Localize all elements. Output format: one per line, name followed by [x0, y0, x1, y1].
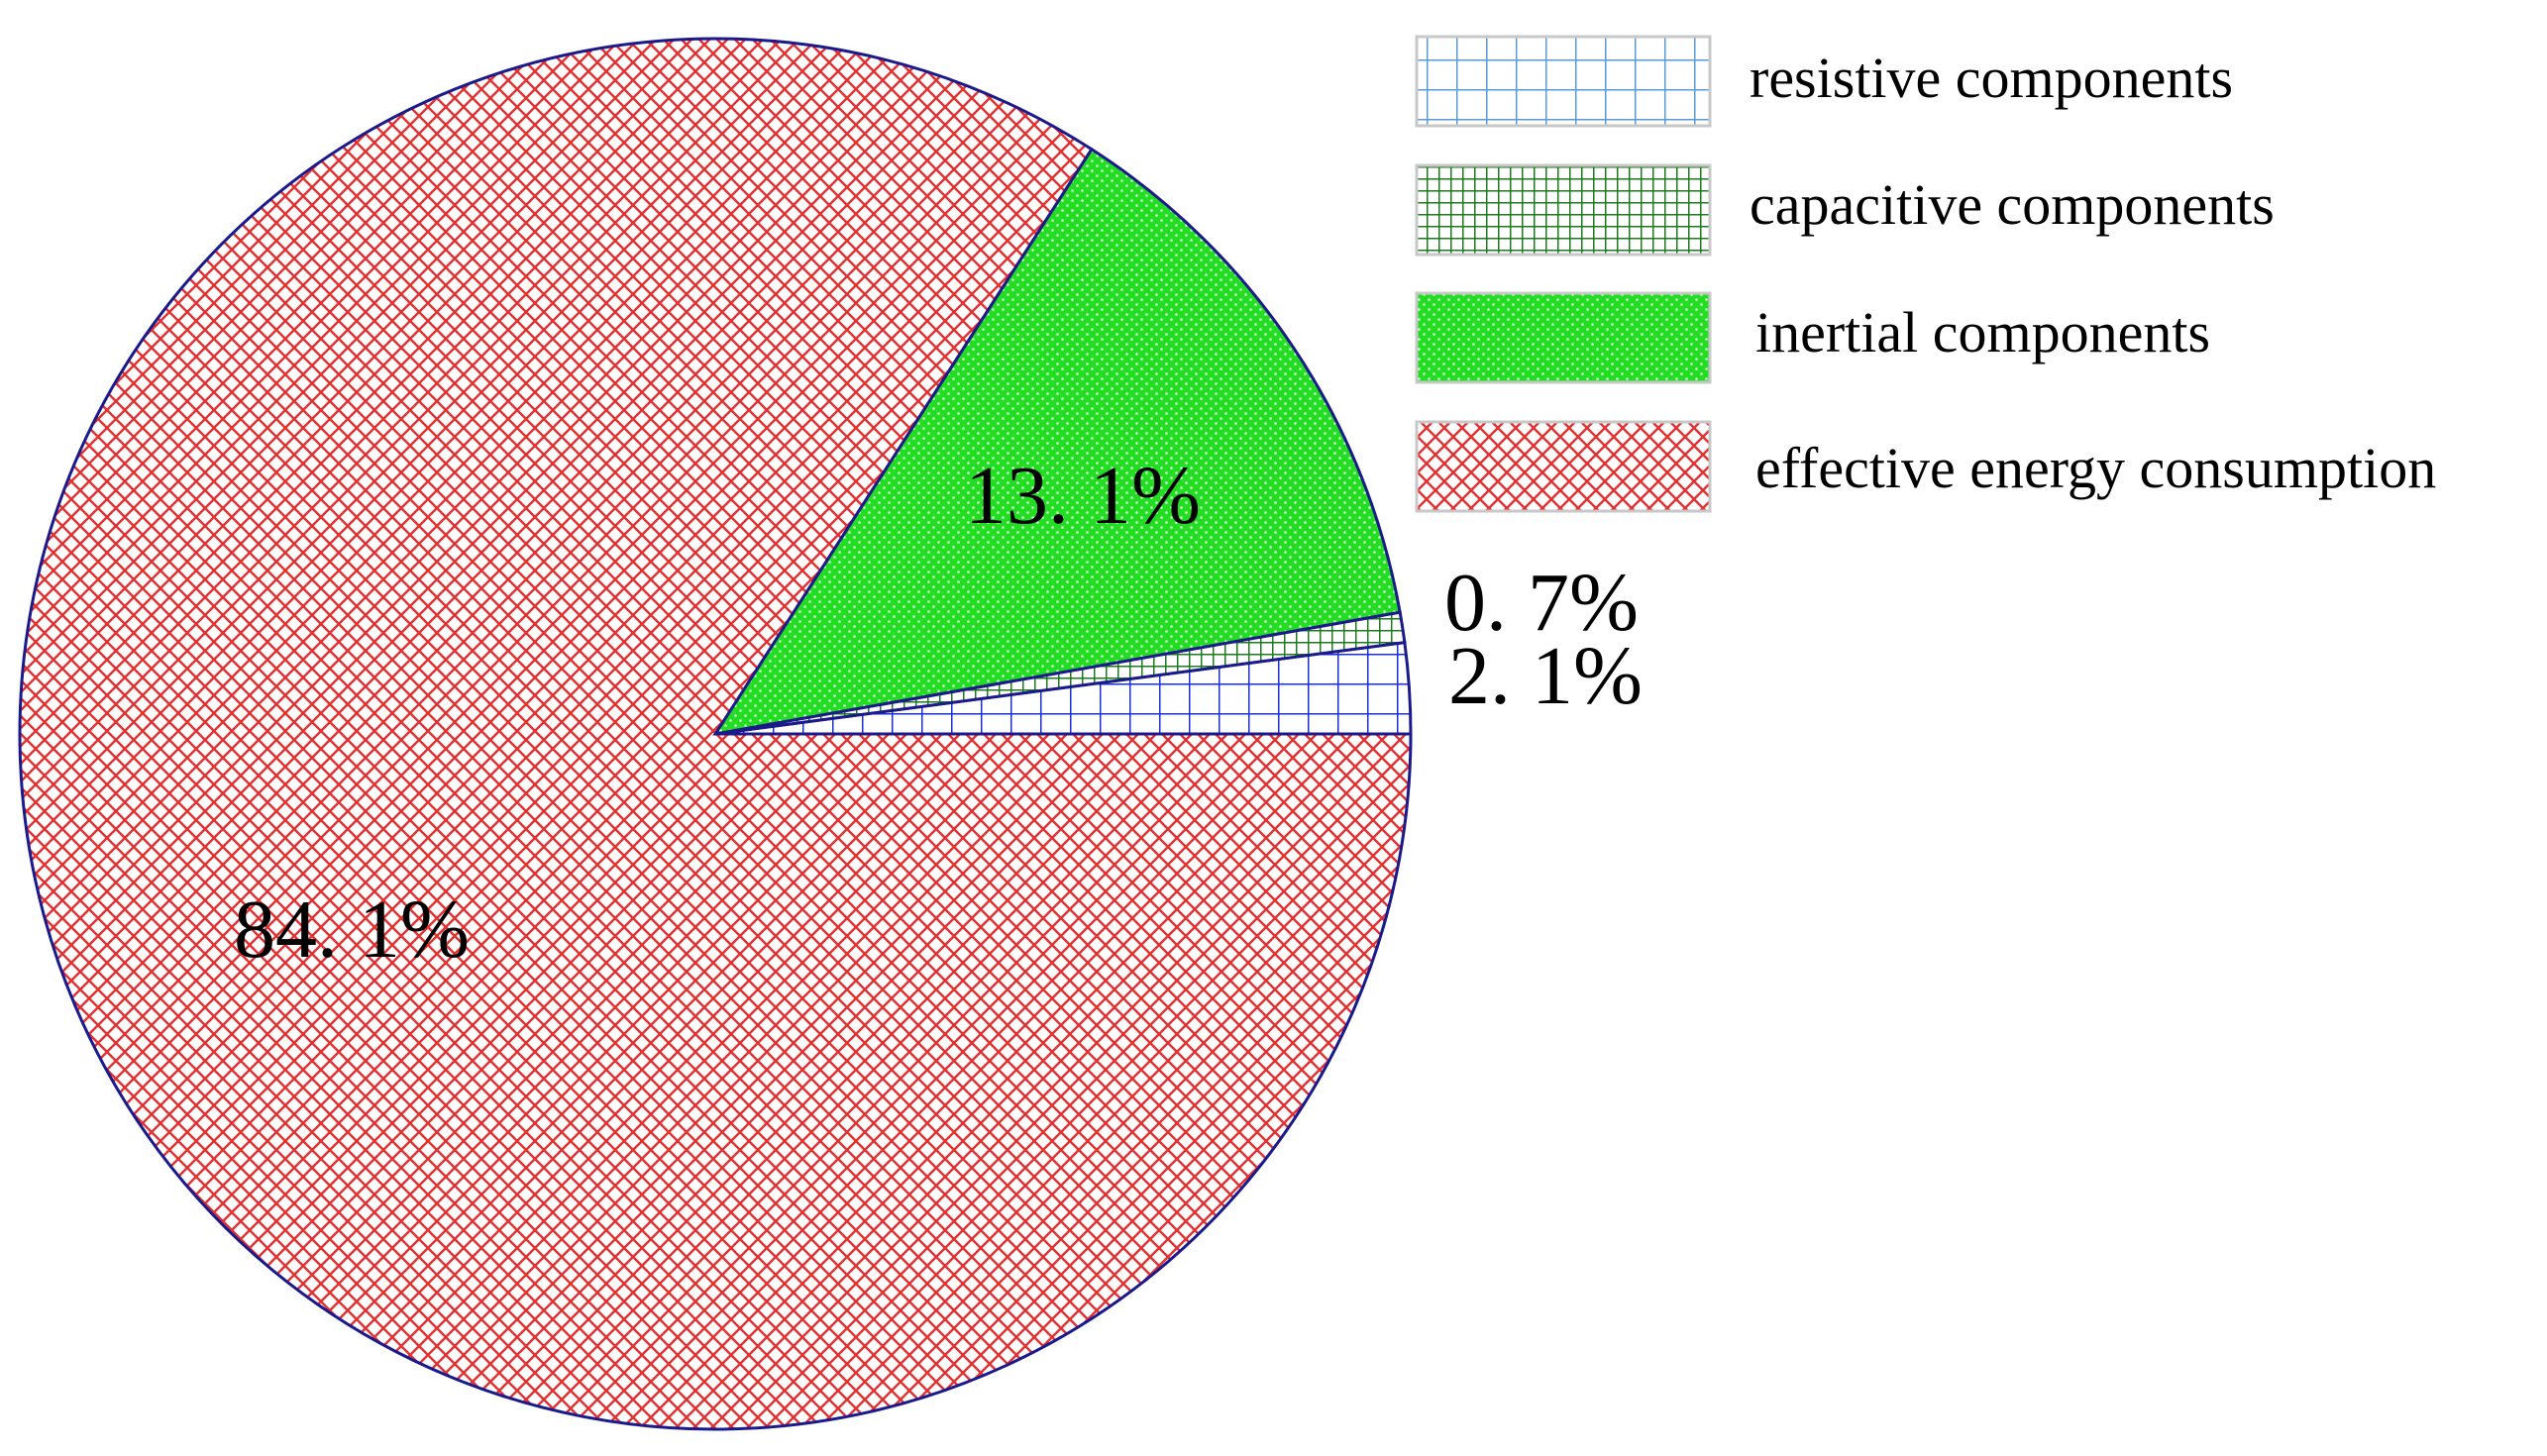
data-label-inertial: 13. 1% — [965, 450, 1201, 542]
legend-label-resistive: resistive components — [1750, 46, 2233, 110]
pie-slices — [18, 37, 1413, 1431]
data-label-effective: 84. 1% — [234, 884, 470, 976]
pie-slice-effective — [18, 37, 1413, 1431]
pie-data-labels: 2. 1%0. 7% 13. 1% 84. 1% — [234, 450, 1643, 976]
legend-swatch-capacitive — [1415, 163, 1712, 257]
pie-slice-inertial — [711, 147, 1402, 737]
legend-swatch-resistive — [1415, 35, 1712, 128]
data-label-capacitive: 0. 7% — [1444, 557, 1639, 649]
legend-label-effective: effective energy consumption — [1755, 436, 2436, 500]
legend-swatch-inertial — [1415, 291, 1712, 384]
legend-label-capacitive: capacitive components — [1750, 172, 2275, 237]
legend-swatch-effective — [1415, 420, 1712, 513]
legend: resistive components capacitive componen… — [1415, 35, 2436, 513]
legend-label-inertial: inertial components — [1755, 300, 2210, 364]
data-label-resistive: 2. 1% — [1448, 630, 1643, 722]
